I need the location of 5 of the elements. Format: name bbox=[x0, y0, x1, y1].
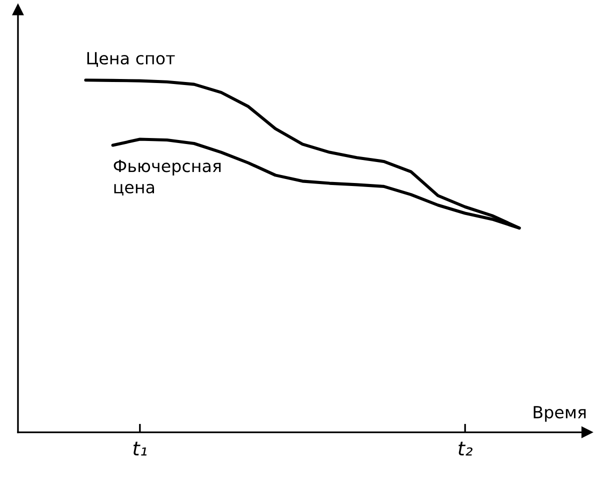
series-label: Цена спот bbox=[87, 52, 175, 67]
x-axis-title: Время bbox=[534, 406, 586, 422]
x-tick-label: t₁ bbox=[133, 442, 147, 456]
series-label: Фьючерсная цена bbox=[114, 160, 221, 196]
x-tick-label: t₂ bbox=[458, 442, 472, 456]
